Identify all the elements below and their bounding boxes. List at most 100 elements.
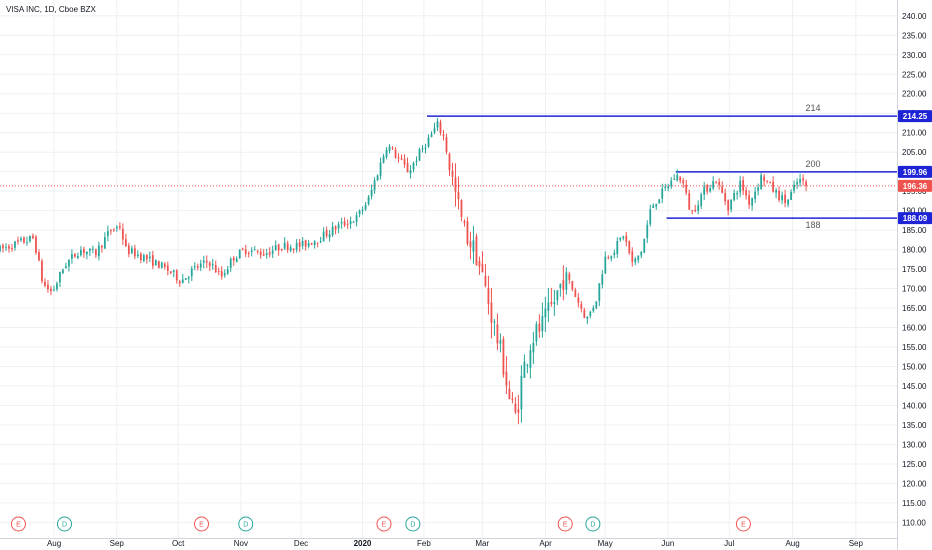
candle[interactable] — [100, 244, 103, 253]
candle[interactable] — [343, 217, 346, 228]
candle[interactable] — [502, 336, 505, 378]
candle[interactable] — [778, 186, 781, 203]
candle[interactable] — [622, 235, 625, 241]
candle[interactable] — [184, 278, 187, 280]
candle[interactable] — [50, 285, 52, 296]
candle[interactable] — [607, 255, 610, 260]
candle[interactable] — [559, 283, 562, 297]
candle[interactable] — [796, 178, 798, 190]
candle[interactable] — [595, 301, 598, 310]
candle[interactable] — [763, 174, 766, 187]
candle[interactable] — [520, 365, 523, 423]
candle[interactable] — [469, 231, 472, 260]
candle[interactable] — [220, 266, 223, 280]
candle[interactable] — [47, 279, 49, 293]
candle[interactable] — [17, 236, 19, 245]
dividend-marker-icon[interactable]: D — [585, 516, 601, 532]
candle[interactable] — [769, 181, 772, 184]
candle[interactable] — [181, 273, 184, 284]
candle[interactable] — [340, 217, 343, 229]
candle[interactable] — [523, 354, 526, 378]
candle[interactable] — [694, 204, 697, 213]
candle[interactable] — [535, 321, 538, 346]
candle[interactable] — [526, 363, 529, 374]
candle[interactable] — [373, 177, 376, 194]
candle[interactable] — [68, 259, 70, 272]
candle[interactable] — [490, 288, 493, 339]
candle[interactable] — [394, 147, 397, 159]
candle[interactable] — [83, 246, 85, 258]
candle[interactable] — [328, 230, 331, 242]
candle[interactable] — [637, 255, 640, 264]
candle[interactable] — [304, 239, 307, 251]
candle[interactable] — [508, 380, 511, 400]
candle[interactable] — [727, 199, 730, 216]
candle[interactable] — [238, 248, 241, 260]
candle[interactable] — [610, 255, 613, 262]
candle[interactable] — [616, 237, 619, 258]
candle[interactable] — [35, 234, 37, 255]
candle[interactable] — [370, 184, 373, 200]
candle[interactable] — [784, 189, 786, 208]
candle[interactable] — [706, 183, 709, 195]
candle[interactable] — [754, 186, 757, 204]
candle[interactable] — [103, 232, 106, 249]
candle[interactable] — [133, 244, 136, 260]
candle[interactable] — [214, 260, 217, 273]
candle[interactable] — [619, 237, 622, 242]
candle[interactable] — [736, 190, 739, 200]
candle[interactable] — [53, 285, 55, 292]
candle[interactable] — [352, 220, 355, 223]
candle[interactable] — [565, 267, 568, 295]
candle[interactable] — [112, 228, 115, 232]
candle[interactable] — [658, 199, 661, 204]
candle[interactable] — [151, 250, 154, 270]
candle[interactable] — [274, 240, 277, 251]
candle[interactable] — [514, 396, 517, 415]
candle[interactable] — [2, 243, 4, 253]
candle[interactable] — [547, 287, 550, 323]
candles[interactable] — [0, 117, 807, 425]
candle[interactable] — [646, 220, 649, 243]
candle[interactable] — [604, 251, 607, 274]
candle[interactable] — [355, 211, 358, 227]
candle[interactable] — [247, 251, 250, 258]
candle[interactable] — [334, 225, 337, 235]
dividend-marker-icon[interactable]: D — [57, 516, 73, 532]
candle[interactable] — [529, 344, 532, 379]
candle[interactable] — [202, 255, 205, 269]
candle[interactable] — [74, 253, 76, 259]
candle[interactable] — [772, 176, 775, 193]
candle[interactable] — [5, 243, 7, 252]
candle[interactable] — [286, 240, 289, 253]
earnings-marker-icon[interactable]: E — [735, 516, 751, 532]
candle[interactable] — [166, 261, 169, 276]
candle[interactable] — [8, 243, 10, 253]
candle[interactable] — [412, 161, 415, 173]
candle[interactable] — [223, 269, 226, 278]
candle[interactable] — [454, 163, 457, 207]
candle[interactable] — [673, 174, 676, 180]
candle[interactable] — [676, 169, 679, 182]
candle[interactable] — [196, 263, 199, 271]
candle[interactable] — [124, 233, 127, 248]
candle[interactable] — [550, 287, 553, 307]
candle[interactable] — [94, 248, 97, 259]
earnings-marker-icon[interactable]: E — [10, 516, 26, 532]
candle[interactable] — [86, 251, 88, 260]
candle[interactable] — [442, 129, 445, 141]
candle[interactable] — [118, 222, 121, 231]
candle[interactable] — [29, 235, 31, 243]
candle[interactable] — [268, 247, 271, 258]
candle[interactable] — [379, 157, 382, 180]
candle[interactable] — [71, 249, 73, 264]
candle[interactable] — [217, 267, 220, 276]
candle[interactable] — [691, 209, 694, 215]
candle[interactable] — [364, 202, 367, 211]
candle[interactable] — [478, 256, 481, 275]
candle[interactable] — [712, 176, 715, 191]
candle[interactable] — [382, 153, 385, 164]
candle[interactable] — [208, 261, 211, 272]
candle[interactable] — [14, 240, 16, 251]
candle[interactable] — [463, 219, 466, 227]
